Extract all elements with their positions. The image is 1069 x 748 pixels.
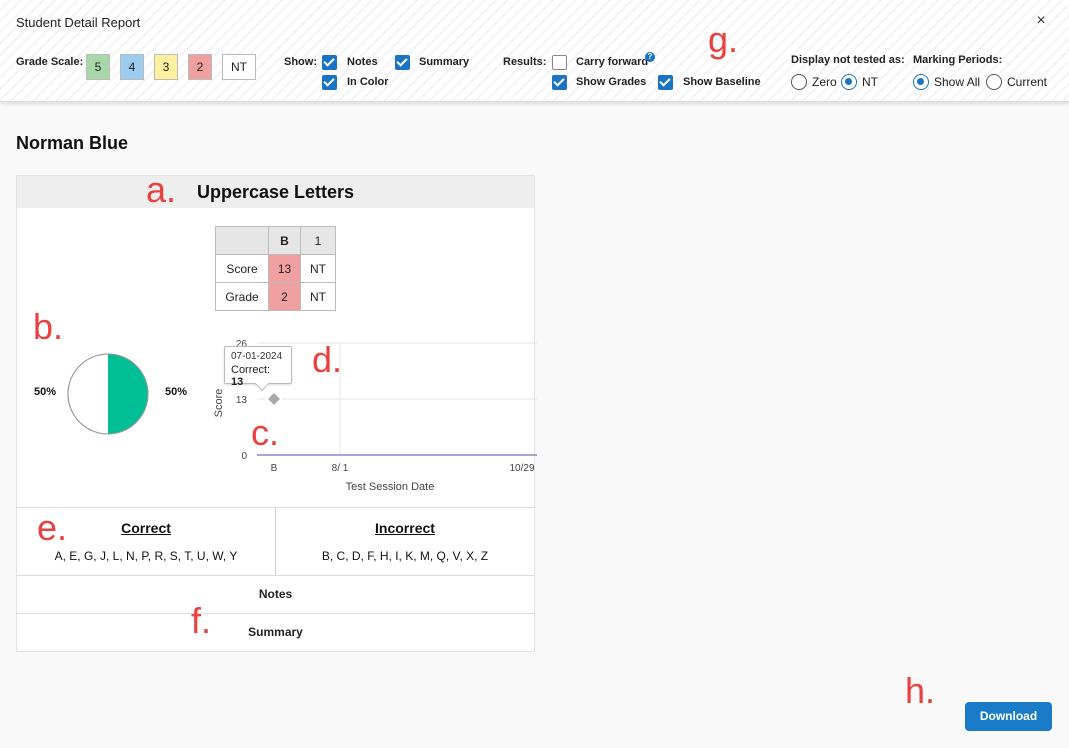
column-divider <box>275 508 276 575</box>
row-label-score: Score <box>215 254 269 283</box>
correct-heading: Correct <box>121 520 171 536</box>
display-not-tested-label: Display not tested as: <box>791 54 905 66</box>
tooltip-correct-value: 13 <box>231 376 244 388</box>
score-chart: 0 13 26 B 8/ 1 10/29 Test Session Date Score <box>213 339 537 493</box>
annotation-h: h. <box>905 670 936 711</box>
card-header <box>17 176 534 208</box>
summary-checkbox[interactable] <box>395 55 410 70</box>
chart-y-tick-label: 0 <box>241 451 247 462</box>
annotation-d: d. <box>312 339 343 380</box>
annotation-a: a. <box>146 169 177 210</box>
chart-x-tick-label: 8/ 1 <box>332 463 349 474</box>
chart-x-tick-label: B <box>271 463 278 474</box>
section-divider <box>17 575 534 576</box>
show-all-radio-label: Show All <box>934 75 981 89</box>
annotation-b: b. <box>33 306 64 347</box>
chart-x-tick-label: 10/29 <box>509 463 534 474</box>
correct-letters: A, E, G, J, L, N, P, R, S, T, U, W, Y <box>54 549 238 563</box>
nt-radio-label: NT <box>862 75 878 89</box>
grade-scale-label: Grade Scale: <box>16 56 84 68</box>
carry-forward-checkbox[interactable] <box>552 55 567 70</box>
show-baseline-checkbox[interactable] <box>658 75 673 90</box>
download-button[interactable]: Download <box>965 702 1052 731</box>
chart-x-axis-label: Test Session Date <box>346 481 435 493</box>
table-row: Grade 2 NT <box>215 282 336 311</box>
student-name: Norman Blue <box>16 133 129 153</box>
tooltip-correct-label: Correct: <box>231 364 271 376</box>
score-table: B 1 Score 13 NT Grade 2 NT <box>215 226 336 311</box>
chart-tooltip: 07-01-2024 Correct: 13 <box>224 346 292 392</box>
results-label: Results: <box>503 56 547 68</box>
pie-slice-correct <box>108 354 148 434</box>
grade-scale-4: 4 <box>120 54 144 80</box>
table-header-b: B <box>268 226 301 255</box>
grade-1-cell: NT <box>300 282 336 311</box>
pie-chart <box>67 353 149 435</box>
subject-card: Uppercase Letters B 1 Score 13 NT Grade … <box>16 175 537 652</box>
tooltip-date: 07-01-2024 <box>231 351 283 362</box>
show-grades-label: Show Grades <box>576 76 647 88</box>
notes-checkbox-label: Notes <box>347 56 378 68</box>
notes-checkbox[interactable] <box>322 55 337 70</box>
score-b-cell: 13 <box>268 254 301 283</box>
grade-scale-nt: NT <box>222 54 256 80</box>
annotation-f: f. <box>191 600 212 641</box>
show-grades-checkbox[interactable] <box>552 75 567 90</box>
section-divider <box>17 507 534 508</box>
pie-right-percent: 50% <box>165 386 188 398</box>
row-label-grade: Grade <box>215 282 269 311</box>
carry-forward-label: Carry forward <box>576 56 649 68</box>
grade-scale-2: 2 <box>188 54 212 80</box>
section-divider <box>17 613 534 614</box>
in-color-checkbox[interactable] <box>322 75 337 90</box>
summary-checkbox-label: Summary <box>419 56 470 68</box>
table-header-empty <box>215 226 269 255</box>
close-icon[interactable]: × <box>1036 12 1046 29</box>
dialog-title: Student Detail Report <box>16 15 141 30</box>
help-icon[interactable]: ? <box>645 52 655 62</box>
grade-scale-5: 5 <box>86 54 110 80</box>
table-header-1: 1 <box>300 226 336 255</box>
chart-y-axis-label: Score <box>213 389 225 418</box>
zero-radio[interactable] <box>791 74 807 90</box>
annotation-g: g. <box>708 19 739 60</box>
grade-b-cell: 2 <box>268 282 301 311</box>
show-label: Show: <box>284 56 317 68</box>
tooltip-correct: Correct: 13 <box>231 364 285 388</box>
in-color-checkbox-label: In Color <box>347 76 389 88</box>
report-header: Student Detail Report × Grade Scale: 5 4… <box>0 0 1069 102</box>
score-1-cell: NT <box>300 254 336 283</box>
chart-y-tick-label: 13 <box>236 395 248 406</box>
current-radio[interactable] <box>986 74 1002 90</box>
nt-radio[interactable] <box>841 74 857 90</box>
show-all-radio[interactable] <box>913 74 929 90</box>
summary-section-label: Summary <box>248 625 303 639</box>
annotation-c: c. <box>251 412 280 453</box>
show-baseline-label: Show Baseline <box>683 76 761 88</box>
pie-left-percent: 50% <box>34 386 57 398</box>
incorrect-letters: B, C, D, F, H, I, K, M, Q, V, X, Z <box>321 549 489 563</box>
table-row: Score 13 NT <box>215 254 336 283</box>
chart-y-tick-label: 26 <box>236 339 248 350</box>
zero-radio-label: Zero <box>812 75 837 89</box>
annotation-e: e. <box>37 507 68 548</box>
marking-periods-label: Marking Periods: <box>913 54 1003 66</box>
notes-section-label: Notes <box>258 587 293 601</box>
chart-data-point <box>265 390 283 408</box>
current-radio-label: Current <box>1007 75 1048 89</box>
incorrect-heading: Incorrect <box>375 520 435 536</box>
grade-scale-3: 3 <box>154 54 178 80</box>
card-title: Uppercase Letters <box>196 182 355 202</box>
